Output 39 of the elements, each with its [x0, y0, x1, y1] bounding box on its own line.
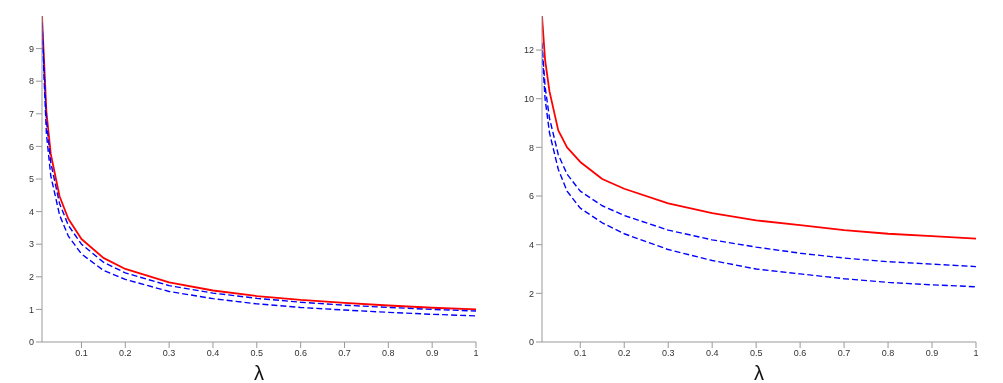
x-tick-label: 0.2: [617, 348, 631, 359]
y-tick-label: 10: [523, 93, 534, 104]
x-tick-label: 0.1: [75, 348, 88, 359]
y-tick-label: 4: [528, 239, 534, 250]
x-tick-label: 0.7: [338, 348, 351, 359]
x-tick-label: 0.3: [661, 348, 675, 359]
x-tick-label: 0.5: [749, 348, 763, 359]
y-tick-label: 0: [28, 337, 34, 348]
y-tick-label: 8: [28, 76, 34, 87]
x-tick-label: 0.6: [294, 348, 307, 359]
x-tick-label: 0.9: [925, 348, 939, 359]
y-tick-label: 12: [523, 45, 534, 56]
x-tick-label: 0.4: [206, 348, 220, 359]
y-tick-label: 6: [28, 141, 34, 152]
y-tick-label: 0: [528, 337, 534, 348]
x-tick-label: 0.4: [705, 348, 719, 359]
y-tick-label: 7: [28, 109, 34, 119]
y-tick-label: 3: [28, 239, 34, 250]
x-tick-label: 0.1: [574, 348, 587, 359]
x-tick-label: 0.9: [425, 348, 439, 359]
x-tick-label: 0.8: [382, 348, 395, 359]
x-axis-title: λ: [754, 362, 764, 383]
y-tick-label: 9: [28, 43, 34, 54]
x-tick-label: 0.5: [250, 348, 264, 359]
y-tick-label: 8: [528, 142, 534, 153]
x-tick-label: 1: [973, 348, 979, 359]
y-tick-label: 2: [28, 271, 34, 282]
x-tick-label: 0.6: [793, 348, 807, 359]
y-tick-label: 5: [28, 174, 34, 185]
x-tick-label: 0.3: [162, 348, 176, 359]
x-tick-label: 0.8: [881, 348, 895, 359]
y-tick-label: 6: [528, 191, 534, 202]
x-tick-label: 1: [473, 348, 479, 359]
y-tick-label: 2: [528, 288, 534, 299]
x-tick-label: 0.2: [119, 348, 132, 359]
x-tick-label: 0.7: [837, 348, 851, 359]
y-tick-label: 1: [28, 304, 34, 315]
x-axis-title: λ: [254, 362, 264, 383]
y-tick-label: 4: [28, 206, 34, 217]
